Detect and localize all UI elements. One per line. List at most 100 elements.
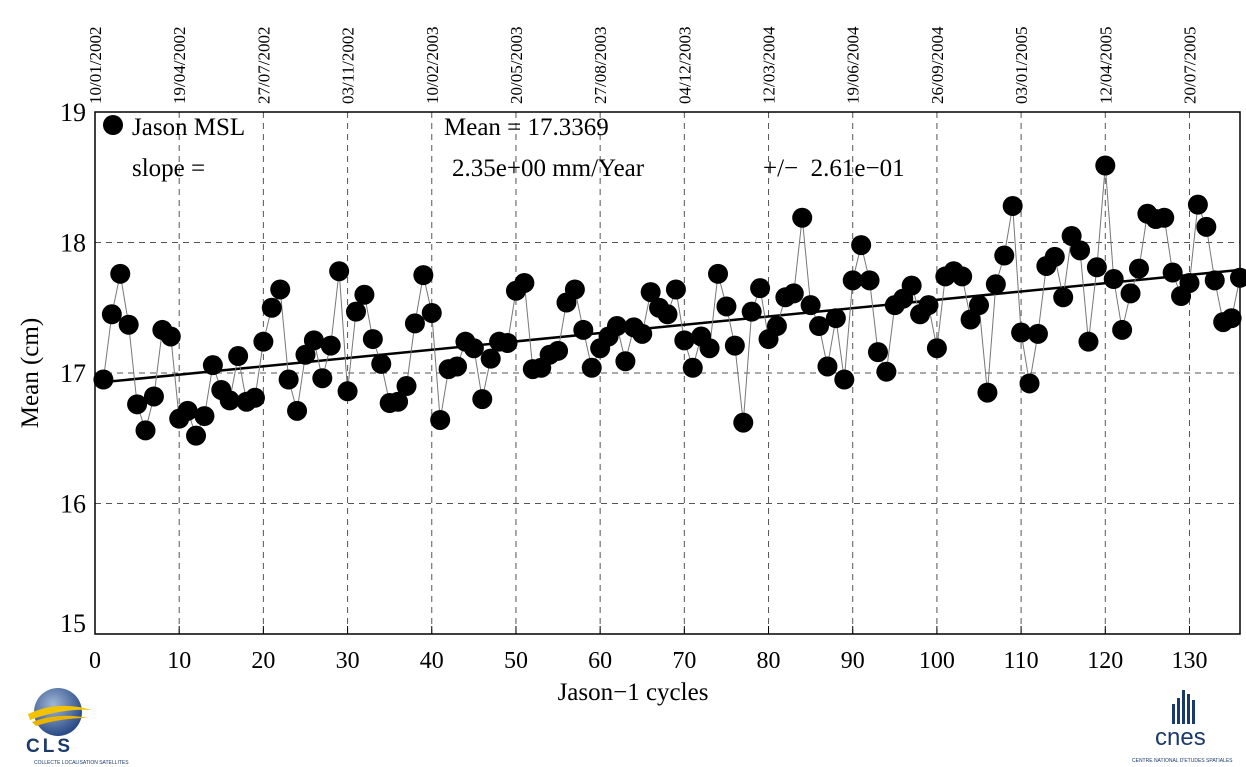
top-date-label-10: 26/09/2004	[928, 26, 947, 104]
top-date-label-7: 04/12/2003	[675, 27, 694, 104]
x-tick-label-7: 70	[672, 648, 696, 674]
cnes-rocket-icon	[1172, 690, 1195, 724]
data-point	[194, 406, 215, 427]
data-point	[1002, 195, 1023, 216]
data-point	[244, 387, 265, 408]
trend-line-group	[103, 268, 1241, 384]
y-tick-label-4: 19	[60, 98, 86, 127]
x-tick-label-0: 0	[89, 648, 101, 674]
top-date-labels: 10/01/2002 19/04/2002 27/07/2002 03/11/2002…	[86, 26, 1199, 104]
data-point	[1112, 319, 1133, 340]
legend-label: Jason MSL	[132, 114, 245, 141]
data-point	[766, 316, 787, 337]
data-point	[497, 332, 518, 353]
data-point	[918, 295, 939, 316]
data-point	[969, 295, 990, 316]
top-date-label-6: 27/08/2003	[591, 27, 610, 104]
y-axis-label: Mean (cm)	[17, 318, 44, 428]
data-point	[851, 235, 872, 256]
top-date-label-9: 19/06/2004	[844, 26, 863, 104]
mean-annotation: Mean = 17.3369	[444, 114, 609, 141]
x-tick-label-5: 50	[504, 648, 528, 674]
data-point	[110, 263, 131, 284]
data-point	[834, 369, 855, 390]
data-point	[1204, 270, 1225, 291]
data-point	[699, 338, 720, 359]
slope-label: slope =	[132, 155, 205, 182]
x-tick-label-6: 60	[588, 648, 612, 674]
top-date-label-11: 03/01/2005	[1012, 27, 1031, 104]
x-tick-labels: 0 10 20 30 40 50 60 70 80 90 100 110 120 130	[89, 626, 1207, 674]
x-tick-label-1: 10	[167, 648, 191, 674]
data-point	[118, 314, 139, 335]
data-point	[143, 386, 164, 407]
top-date-label-13: 20/07/2005	[1180, 27, 1199, 104]
data-point	[354, 284, 375, 305]
data-point	[632, 323, 653, 344]
slope-error: +/− 2.61e−01	[763, 155, 905, 182]
data-point	[548, 340, 569, 361]
x-axis-label: Jason−1 cycles	[558, 679, 709, 706]
data-point	[93, 369, 114, 390]
grid-lines	[95, 112, 1240, 634]
y-tick-label-1: 16	[60, 490, 86, 519]
data-point	[253, 331, 274, 352]
data-point	[859, 270, 880, 291]
data-point	[615, 351, 636, 372]
data-point	[219, 390, 240, 411]
data-point	[228, 346, 249, 367]
top-date-label-5: 20/05/2003	[507, 27, 526, 104]
data-point	[994, 245, 1015, 266]
data-point	[1070, 240, 1091, 261]
top-date-label-4: 10/02/2003	[423, 27, 442, 104]
data-point	[792, 207, 813, 228]
data-point	[1086, 257, 1107, 278]
data-point	[817, 356, 838, 377]
data-point	[270, 279, 291, 300]
data-point	[1027, 323, 1048, 344]
slope-value: 2.35e+00 mm/Year	[452, 155, 645, 182]
data-point	[952, 266, 973, 287]
y-tick-label-2: 17	[60, 359, 86, 388]
data-point	[564, 279, 585, 300]
top-date-label-8: 12/03/2004	[760, 26, 779, 104]
data-point	[741, 301, 762, 322]
plot-frame	[94, 111, 1241, 635]
data-point	[345, 301, 366, 322]
data-point	[463, 338, 484, 359]
data-point	[985, 274, 1006, 295]
data-point	[606, 316, 627, 337]
data-point	[1196, 216, 1217, 237]
data-point	[1120, 283, 1141, 304]
data-point	[1103, 269, 1124, 290]
y-tick-label-3: 18	[60, 229, 86, 258]
data-point	[977, 382, 998, 403]
data-point	[708, 263, 729, 284]
x-tick-label-12: 120	[1087, 648, 1123, 674]
data-point	[312, 368, 333, 389]
y-tick-labels: 15 16 17 18 19	[60, 98, 86, 638]
data-point	[1154, 207, 1175, 228]
data-point	[287, 400, 308, 421]
data-point	[665, 279, 686, 300]
data-point	[404, 313, 425, 334]
data-point	[1128, 258, 1149, 279]
data-point	[127, 394, 148, 415]
cnes-wordmark: cnes	[1155, 724, 1206, 751]
data-point	[716, 296, 737, 317]
data-point	[842, 270, 863, 291]
x-tick-label-4: 40	[420, 648, 444, 674]
data-point	[926, 338, 947, 359]
data-point	[800, 295, 821, 316]
top-date-label-0: 10/01/2002	[86, 27, 105, 104]
data-point	[177, 400, 198, 421]
data-point	[867, 342, 888, 363]
data-point	[1221, 308, 1242, 329]
data-point	[640, 282, 661, 303]
data-point	[186, 425, 207, 446]
data-point	[1095, 155, 1116, 176]
data-point	[337, 381, 358, 402]
data-point	[783, 283, 804, 304]
data-point	[809, 316, 830, 337]
